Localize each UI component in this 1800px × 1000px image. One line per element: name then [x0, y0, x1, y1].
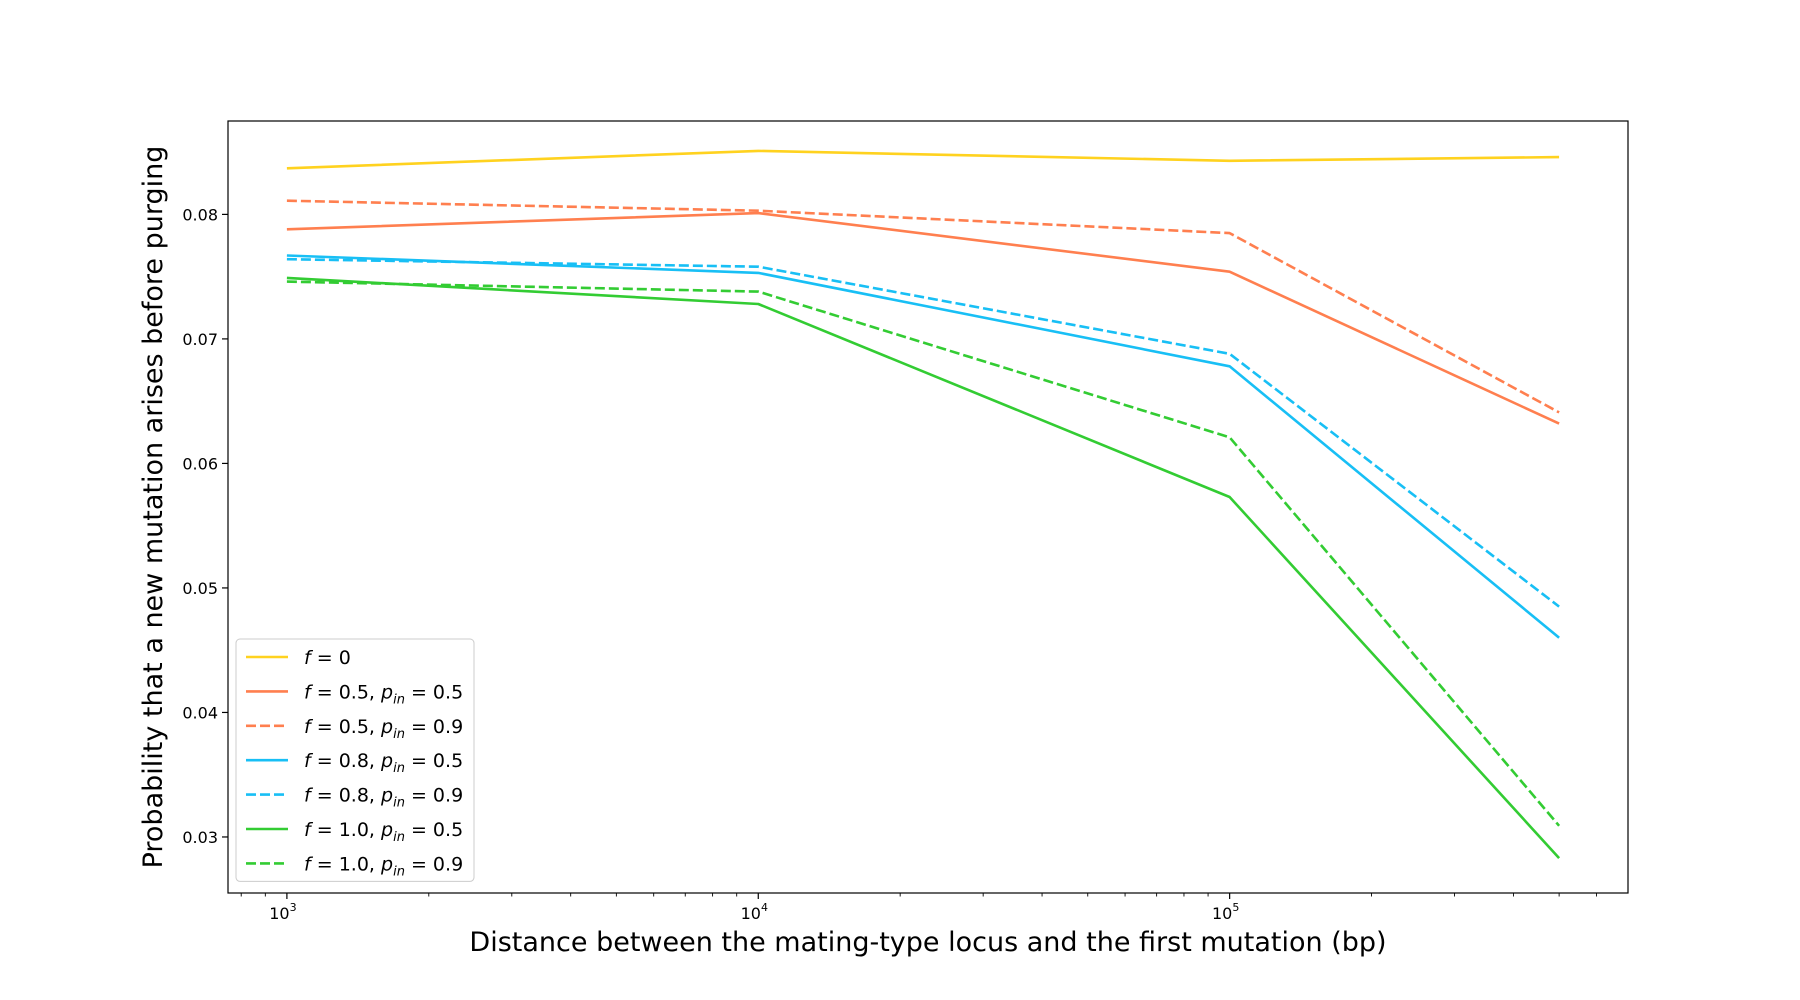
- legend-label-2: f = 0.5, pin = 0.5: [304, 681, 463, 707]
- x-tick-label-2: 104: [741, 901, 768, 923]
- y-tick-label-1: 0.03: [182, 828, 218, 847]
- ticks-layer: 0.03 0.04 0.05 0.06 0.07 0.08 103 104 105: [182, 205, 1597, 923]
- series-line-4: [286, 254, 1560, 639]
- x-tick-label-3: 105: [1212, 901, 1239, 923]
- series-line-6: [286, 276, 1561, 859]
- series-layer: [286, 149, 1561, 859]
- legend-label-4: f = 0.8, pin = 0.5: [304, 750, 463, 776]
- series-line-2: [286, 211, 1560, 425]
- legend-label-6: f = 1.0, pin = 0.5: [304, 819, 463, 845]
- legend-label-3: f = 0.5, pin = 0.9: [304, 716, 463, 742]
- y-tick-label-5: 0.07: [182, 330, 218, 349]
- plot-frame: [227, 120, 1629, 894]
- x-tick-label-1: 103: [269, 901, 296, 923]
- y-tick-label-2: 0.04: [182, 703, 218, 722]
- y-tick-label-4: 0.06: [182, 454, 218, 473]
- legend-box: [235, 638, 475, 882]
- x-axis-label: Distance between the mating-type locus a…: [469, 927, 1386, 958]
- y-tick-label-6: 0.08: [182, 205, 218, 224]
- legend-label-7: f = 1.0, pin = 0.9: [304, 853, 463, 879]
- legend-label-5: f = 0.8, pin = 0.9: [304, 785, 463, 811]
- series-line-7: [286, 280, 1561, 827]
- y-axis-label: Probability that a new mutation arises b…: [138, 146, 169, 869]
- legend-label-1: f = 0: [304, 647, 351, 669]
- series-line-1: [286, 149, 1560, 170]
- y-tick-label-3: 0.05: [182, 579, 218, 598]
- legend: f = 0 f = 0.5, pin = 0.5 f = 0.5, pin = 0.…: [235, 638, 475, 882]
- series-line-3: [286, 199, 1560, 414]
